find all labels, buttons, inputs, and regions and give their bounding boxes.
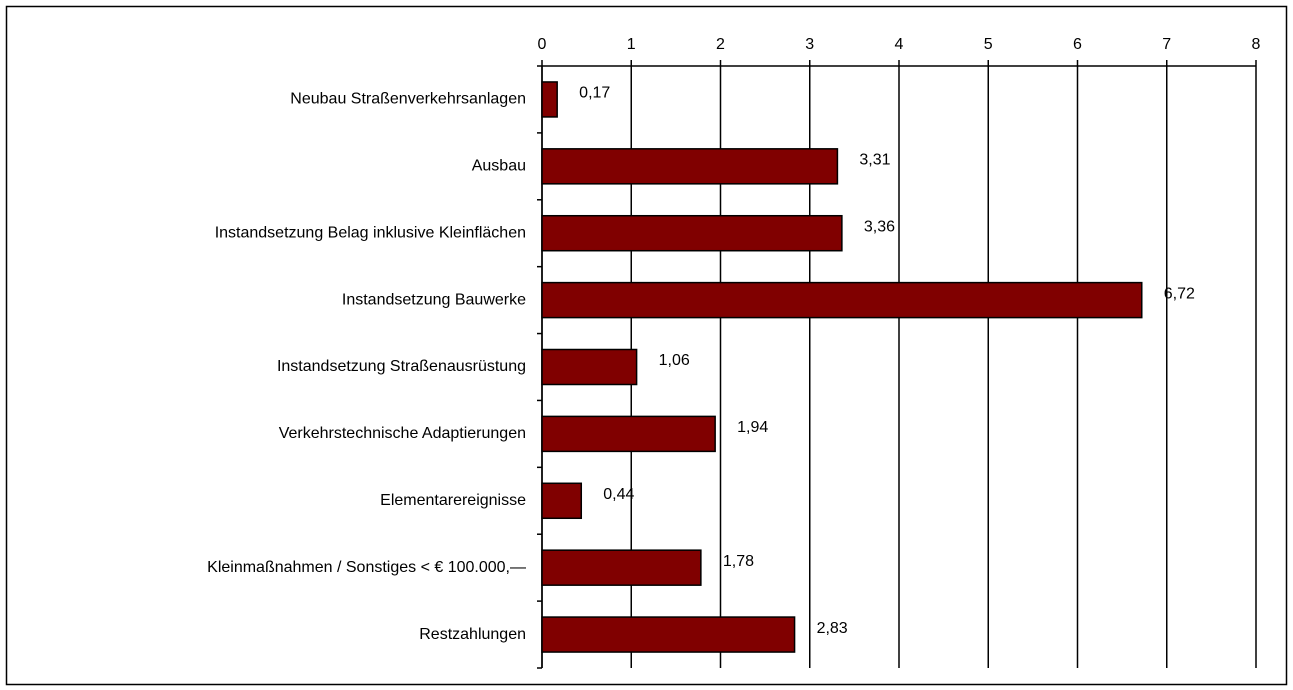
chart-frame xyxy=(5,5,1288,686)
bar xyxy=(541,415,716,453)
y-tick-label: Restzahlungen xyxy=(419,626,526,643)
y-tick-label: Instandsetzung Straßenausrüstung xyxy=(277,358,526,375)
value-label: 2,83 xyxy=(817,620,848,637)
x-tick-label: 6 xyxy=(1073,36,1082,53)
bar xyxy=(541,214,843,252)
bar xyxy=(541,81,558,118)
x-tick-label: 4 xyxy=(895,36,904,53)
value-label: 0,17 xyxy=(579,85,610,102)
x-tick-label: 5 xyxy=(984,36,993,53)
y-tick-label: Verkehrstechnische Adaptierungen xyxy=(279,425,526,442)
bar xyxy=(541,281,1143,319)
x-tick-label: 1 xyxy=(627,36,636,53)
bar xyxy=(541,348,638,386)
y-tick-label: Kleinmaßnahmen / Sonstiges < € 100.000,— xyxy=(207,559,526,576)
y-tick-label: Ausbau xyxy=(472,158,526,175)
x-tick-label: 2 xyxy=(716,36,725,53)
bar xyxy=(541,616,796,653)
y-tick-label: Instandsetzung Bauwerke xyxy=(342,291,526,308)
y-tick-label: Elementarereignisse xyxy=(380,492,526,509)
x-tick-label: 0 xyxy=(538,36,547,53)
value-label: 1,94 xyxy=(737,419,768,436)
value-label: 0,44 xyxy=(603,486,634,503)
y-tick-label: Instandsetzung Belag inklusive Kleinfläc… xyxy=(215,224,526,241)
x-tick-label: 3 xyxy=(805,36,814,53)
bar xyxy=(541,148,839,185)
value-label: 1,06 xyxy=(659,352,690,369)
y-tick-label: Neubau Straßenverkehrsanlagen xyxy=(290,91,526,108)
value-label: 1,78 xyxy=(723,553,754,570)
value-label: 3,36 xyxy=(864,218,895,235)
bar xyxy=(541,482,583,520)
x-tick-label: 7 xyxy=(1162,36,1171,53)
value-label: 6,72 xyxy=(1164,285,1195,302)
bar xyxy=(541,549,702,586)
x-tick-label: 8 xyxy=(1252,36,1261,53)
value-label: 3,31 xyxy=(859,152,890,169)
